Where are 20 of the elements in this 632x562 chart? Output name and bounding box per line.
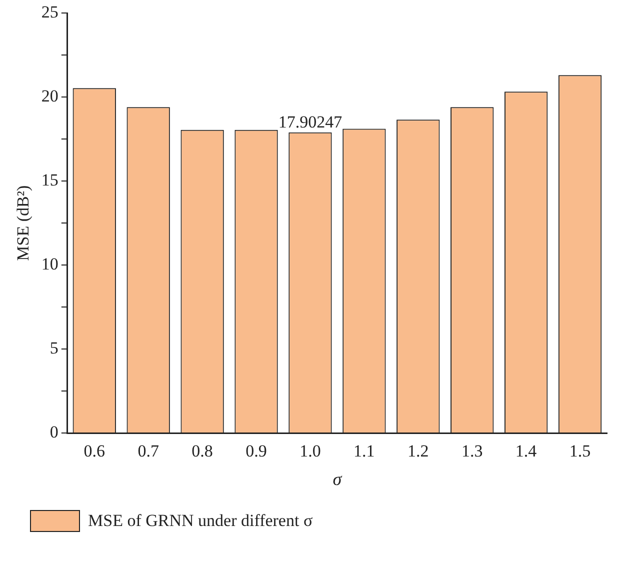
x-tick-label: 0.6: [84, 442, 106, 461]
y-axis-title: MSE (dB²): [14, 185, 33, 261]
x-tick-label: 1.3: [461, 442, 483, 461]
y-tick-label: 20: [41, 86, 58, 106]
y-tick-label: 25: [41, 2, 58, 22]
x-tick-label: 1.4: [515, 442, 538, 461]
data-label: 17.90247: [278, 112, 343, 132]
y-tick-label: 15: [41, 170, 58, 190]
x-tick-label: 1.0: [300, 442, 321, 461]
y-tick-label: 10: [41, 254, 58, 274]
y-tick-label: 0: [50, 422, 58, 442]
x-tick-label: 1.2: [408, 442, 429, 461]
y-tick-label: 5: [50, 338, 58, 358]
x-tick-label: 1.1: [354, 442, 375, 461]
x-tick-label: 0.8: [192, 442, 213, 461]
x-axis-title: σ: [332, 468, 343, 489]
x-tick-label: 1.5: [569, 442, 591, 461]
x-tick-label: 0.9: [246, 442, 267, 461]
x-tick-label: 0.7: [138, 442, 160, 461]
text: MSE of GRNN under different σ: [88, 511, 313, 531]
